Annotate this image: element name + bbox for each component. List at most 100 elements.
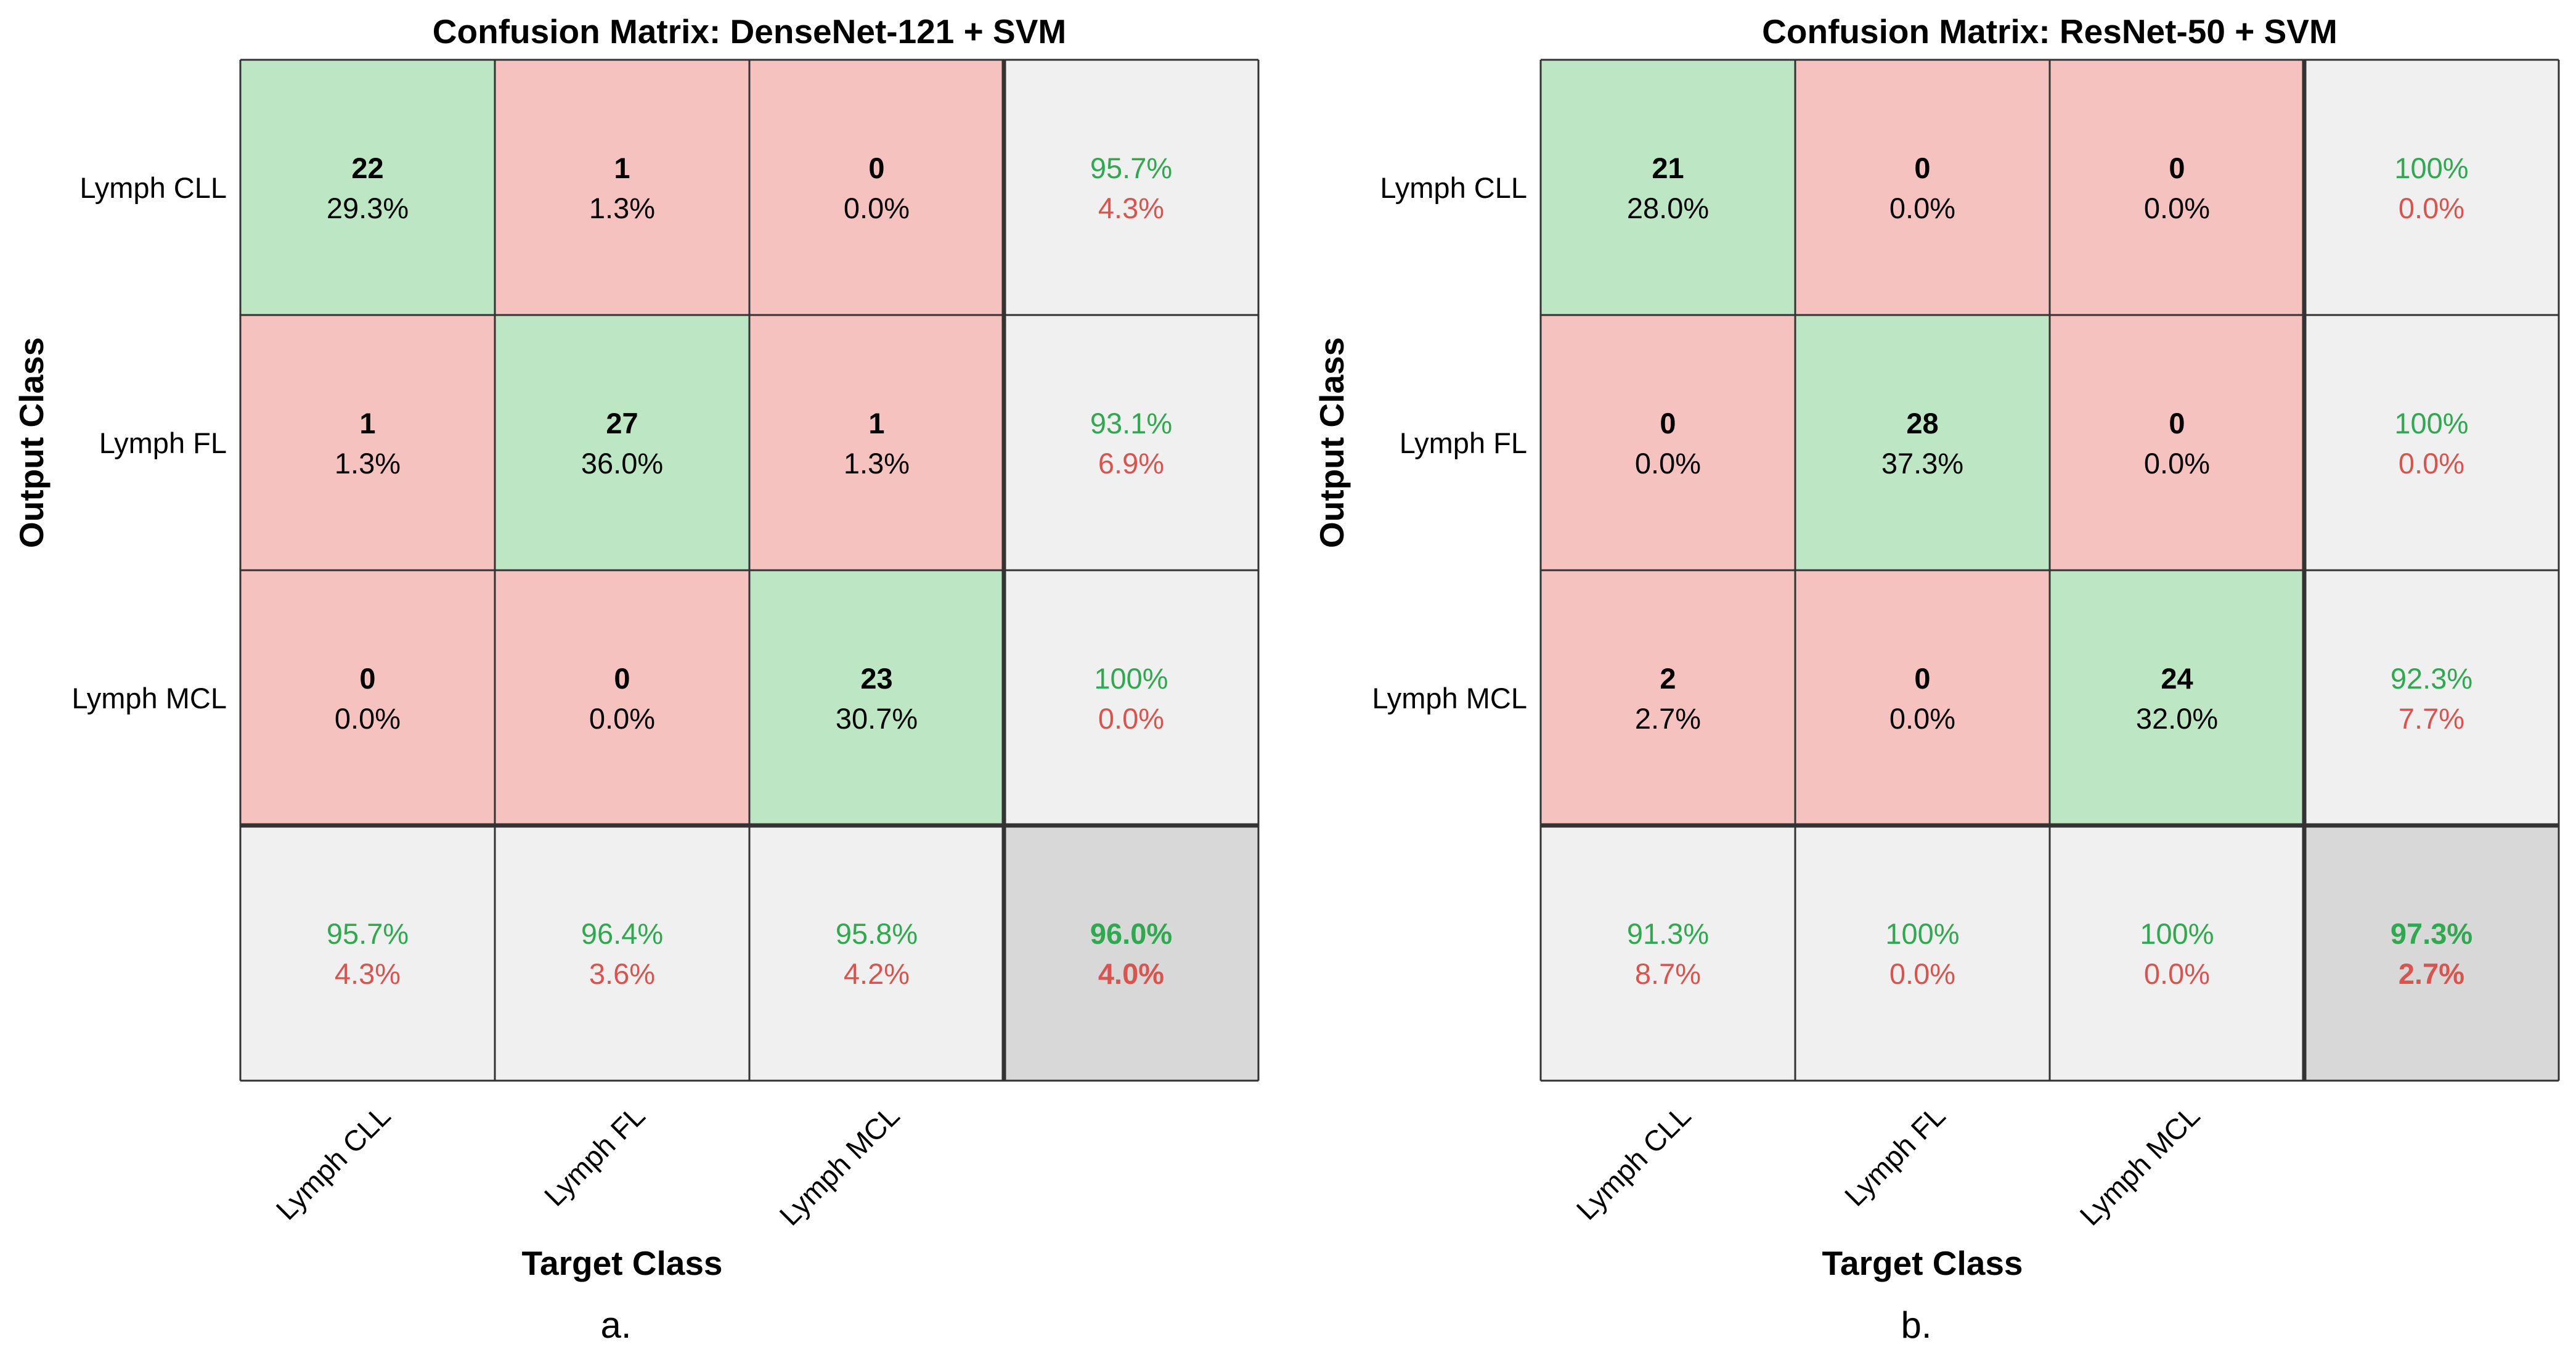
cell-count: 22 (351, 152, 383, 184)
cell-percent: 37.3% (1881, 447, 1963, 480)
row-precision: 92.3% (2391, 662, 2472, 695)
overall-cell (2304, 825, 2559, 1081)
row-precision: 100% (2394, 407, 2468, 440)
summary-cell (1004, 60, 1258, 315)
error-cell (1541, 570, 1795, 825)
col-error: 4.3% (335, 957, 401, 990)
cell-count: 24 (2161, 662, 2193, 695)
y-tick-label: Lymph FL (99, 427, 227, 459)
overall-error: 4.0% (1098, 957, 1164, 990)
cell-percent: 1.3% (589, 192, 655, 224)
correct-cell (240, 60, 495, 315)
error-cell (1795, 60, 2050, 315)
cell-percent: 29.3% (327, 192, 409, 224)
cell-count: 0 (2169, 407, 2185, 440)
x-tick-label: Lymph MCL (2073, 1099, 2206, 1232)
cell-count: 1 (614, 152, 630, 184)
error-cell (495, 60, 749, 315)
correct-cell (495, 315, 749, 570)
cell-count: 28 (1906, 407, 1938, 440)
cell-count: 0 (1660, 407, 1676, 440)
summary-cell (1795, 825, 2050, 1081)
correct-cell (1541, 60, 1795, 315)
panel-label: b. (1901, 1304, 1931, 1346)
cell-count: 0 (1914, 662, 1930, 695)
error-cell (749, 60, 1004, 315)
summary-cell (2304, 60, 2559, 315)
overall-accuracy: 96.0% (1090, 917, 1172, 950)
summary-cell (1004, 315, 1258, 570)
cell-count: 0 (2169, 152, 2185, 184)
x-tick-label: Lymph CLL (1570, 1099, 1697, 1226)
error-cell (2050, 60, 2304, 315)
error-cell (1795, 570, 2050, 825)
col-recall: 96.4% (581, 917, 663, 950)
error-cell (1541, 315, 1795, 570)
correct-cell (1795, 315, 2050, 570)
cell-count: 0 (359, 662, 375, 695)
cell-count: 0 (868, 152, 884, 184)
row-error: 0.0% (2399, 192, 2464, 224)
y-tick-label: Lymph MCL (71, 682, 227, 714)
summary-cell (749, 825, 1004, 1081)
summary-cell (1004, 570, 1258, 825)
panel-label: a. (600, 1304, 631, 1346)
correct-cell (2050, 570, 2304, 825)
correct-cell (749, 570, 1004, 825)
error-cell (749, 315, 1004, 570)
cell-percent: 1.3% (844, 447, 910, 480)
overall-error: 2.7% (2399, 957, 2464, 990)
col-recall: 100% (1885, 917, 1959, 950)
x-tick-label: Lymph CLL (269, 1099, 396, 1226)
cell-percent: 0.0% (2144, 192, 2210, 224)
row-error: 7.7% (2399, 702, 2464, 735)
confusion-matrix-a: Confusion Matrix: DenseNet-121 + SVM 22 29… (12, 12, 1260, 1346)
col-error: 8.7% (1635, 957, 1701, 990)
cell-percent: 0.0% (335, 702, 401, 735)
row-error: 0.0% (1098, 702, 1164, 735)
cell-count: 0 (614, 662, 630, 695)
y-tick-label: Lymph MCL (1372, 682, 1527, 714)
x-axis-label: Target Class (521, 1244, 722, 1282)
error-cell (495, 570, 749, 825)
x-tick-label: Lymph FL (1838, 1099, 1952, 1213)
y-axis-label: Output Class (1313, 337, 1351, 548)
cell-percent: 0.0% (844, 192, 910, 224)
error-cell (2050, 315, 2304, 570)
cell-count: 0 (1914, 152, 1930, 184)
summary-cell (2304, 315, 2559, 570)
col-error: 0.0% (1889, 957, 1955, 990)
summary-cell (1541, 825, 1795, 1081)
cell-percent: 0.0% (589, 702, 655, 735)
error-cell (240, 570, 495, 825)
row-error: 4.3% (1098, 192, 1164, 224)
cell-percent: 2.7% (1635, 702, 1701, 735)
y-axis-label: Output Class (12, 337, 51, 548)
summary-cell (2050, 825, 2304, 1081)
summary-cell (2304, 570, 2559, 825)
col-error: 4.2% (844, 957, 910, 990)
cell-percent: 0.0% (1889, 702, 1955, 735)
col-recall: 95.8% (836, 917, 918, 950)
cell-count: 1 (868, 407, 884, 440)
row-precision: 95.7% (1090, 152, 1172, 184)
chart-title: Confusion Matrix: DenseNet-121 + SVM (433, 12, 1066, 51)
overall-cell (1004, 825, 1258, 1081)
confusion-matrix-b: Confusion Matrix: ResNet-50 + SVM 21 28.0%… (1313, 12, 2560, 1346)
col-recall: 91.3% (1627, 917, 1709, 950)
y-tick-label: Lymph CLL (79, 171, 227, 204)
cell-count: 1 (359, 407, 375, 440)
cell-count: 23 (860, 662, 892, 695)
chart-title: Confusion Matrix: ResNet-50 + SVM (1762, 12, 2338, 51)
cell-count: 21 (1652, 152, 1684, 184)
overall-accuracy: 97.3% (2391, 917, 2472, 950)
y-tick-label: Lymph FL (1400, 427, 1527, 459)
cell-percent: 32.0% (2136, 702, 2218, 735)
summary-cell (495, 825, 749, 1081)
row-precision: 93.1% (1090, 407, 1172, 440)
row-error: 6.9% (1098, 447, 1164, 480)
cell-percent: 1.3% (335, 447, 401, 480)
col-error: 3.6% (589, 957, 655, 990)
cell-percent: 28.0% (1627, 192, 1709, 224)
